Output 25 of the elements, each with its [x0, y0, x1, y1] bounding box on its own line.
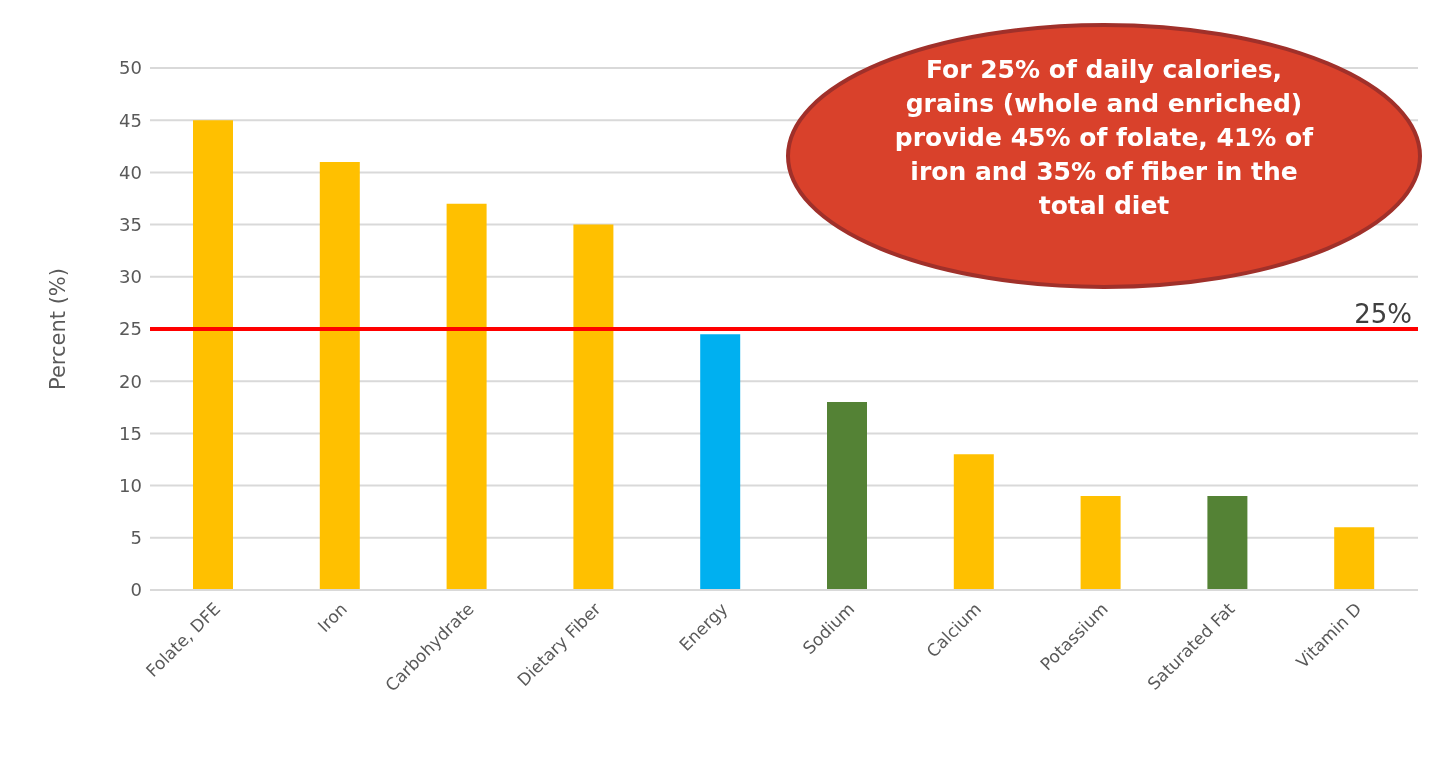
bar — [1080, 496, 1121, 590]
y-tick-label: 45 — [119, 109, 142, 131]
y-tick-label: 25 — [119, 318, 142, 340]
y-tick-label: 50 — [119, 57, 142, 79]
y-tick-label: 30 — [119, 266, 142, 288]
y-tick-label: 35 — [119, 213, 142, 235]
bar — [1334, 527, 1375, 590]
y-tick-label: 40 — [119, 161, 142, 183]
y-axis-title: Percent (%) — [46, 267, 71, 391]
ref-line-label: 25% — [1354, 299, 1412, 329]
y-tick-label: 10 — [119, 474, 142, 496]
bar — [319, 161, 360, 590]
bar — [953, 454, 994, 590]
y-tick-label: 20 — [119, 370, 142, 392]
bar — [827, 402, 867, 590]
y-tick-label: 15 — [119, 422, 142, 444]
x-tick-label: Iron — [313, 598, 352, 637]
y-tick-label: 5 — [130, 527, 142, 549]
bar — [1207, 496, 1248, 590]
annotation: For 25% of daily calories, grains (whole and enriched) provide 45% of folate, 41% of iron and 35% of fiber in the total diet — [894, 54, 1314, 222]
bar — [573, 224, 614, 590]
bar — [700, 334, 741, 590]
y-tick-label: 0 — [130, 579, 142, 601]
bar — [446, 203, 487, 590]
bar — [193, 120, 233, 590]
